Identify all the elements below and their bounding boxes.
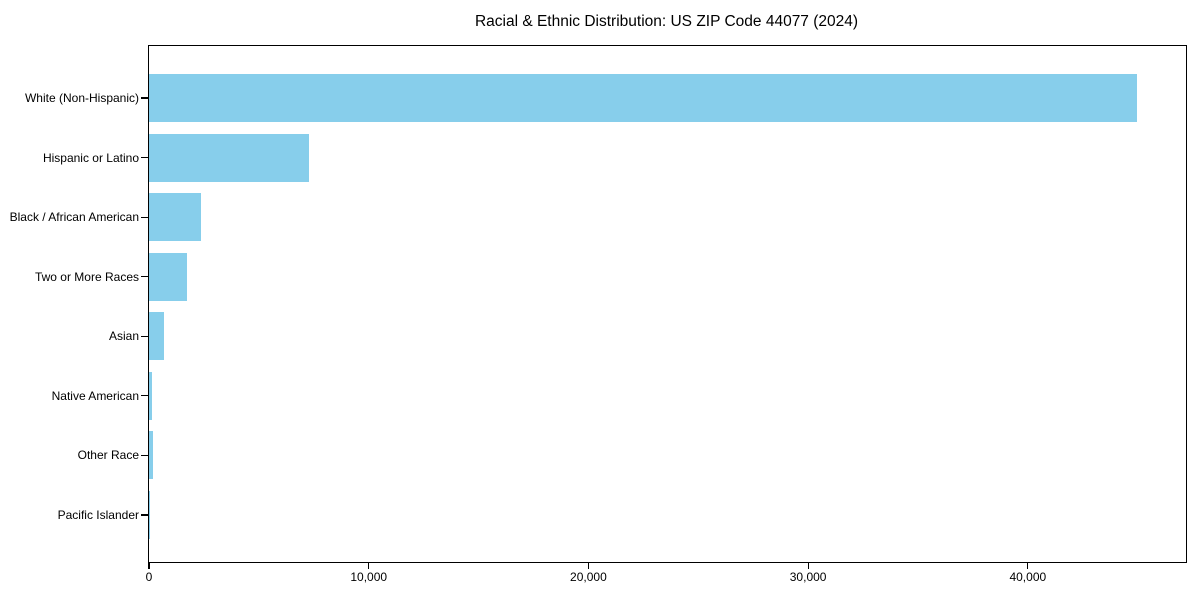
x-tick-mark [1027,562,1029,569]
bar [149,312,164,361]
y-tick-label: White (Non-Hispanic) [24,91,139,105]
y-tick-mark [141,335,148,337]
bar [149,193,201,242]
x-tick-label: 30,000 [789,570,827,584]
y-tick-label: Hispanic or Latino [42,150,139,165]
y-tick-mark [141,276,148,278]
y-tick-mark [141,514,148,516]
plot-area: White (Non-Hispanic) Hispanic or Latino Bl… [10,45,1187,583]
bar [149,490,150,539]
x-tick-label: 40,000 [1009,570,1047,584]
bar [149,74,1137,122]
y-tick-mark [141,216,148,218]
x-tick-mark [807,562,809,569]
bar [149,252,188,301]
y-tick-mark [141,395,148,397]
y-tick-mark [141,156,148,159]
y-tick-label: Black / African American [9,210,139,225]
x-tick-label: 20,000 [570,570,607,584]
x-tick-mark [368,562,370,569]
bar [149,431,153,480]
bar [149,133,310,182]
y-tick-label: Pacific Islander [57,507,139,522]
x-tick-mark [587,562,589,569]
y-tick-mark [141,97,148,99]
bar [149,371,152,420]
x-tick-mark [148,562,150,569]
y-tick-label: Other Race [77,448,139,463]
x-tick-label: 0 [145,570,153,584]
y-tick-label: Asian [108,329,139,344]
chart-title: Racial & Ethnic Distribution: US ZIP Cod… [474,13,859,30]
y-tick-label: Two or More Races [34,269,139,284]
x-tick-label: 10,000 [350,570,388,584]
y-tick-mark [141,454,148,456]
y-tick-label: Native American [51,388,139,403]
